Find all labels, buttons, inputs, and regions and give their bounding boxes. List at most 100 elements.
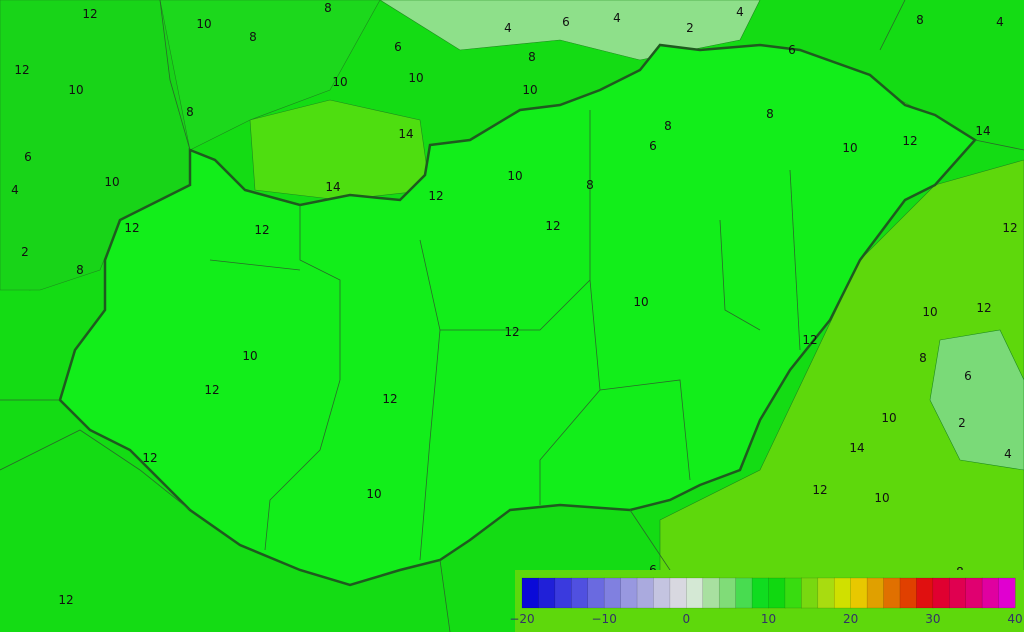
contour-label: 8 <box>324 1 332 15</box>
region-border <box>209 259 301 271</box>
legend-swatch <box>965 577 983 609</box>
contour-label: 2 <box>686 21 694 35</box>
legend-swatch <box>883 577 901 609</box>
legend-swatch <box>850 577 868 609</box>
region-border <box>879 0 906 51</box>
contour-label: 6 <box>24 150 32 164</box>
legend-swatch <box>718 577 737 609</box>
contour-label: 6 <box>562 15 570 29</box>
contour-label: 12 <box>802 333 817 347</box>
contour-label: 14 <box>975 124 990 138</box>
contour-label: 8 <box>916 13 924 27</box>
legend-swatch <box>768 577 786 609</box>
contour-label: 10 <box>842 141 857 155</box>
contour-label: 4 <box>996 15 1004 29</box>
contour-label: 12 <box>1002 221 1017 235</box>
contour-label: 4 <box>11 183 19 197</box>
contour-label: 10 <box>881 411 896 425</box>
legend-swatch <box>916 577 934 609</box>
contour-label: 10 <box>68 83 83 97</box>
legend-swatch <box>669 577 687 609</box>
contour-label: 10 <box>196 17 211 31</box>
legend-swatch <box>735 577 753 609</box>
contour-label: 6 <box>964 369 972 383</box>
legend-tick-label: 30 <box>925 612 940 626</box>
legend-swatch <box>932 577 950 609</box>
color-legend: −20 −10 0 10 20 30 40 <box>509 570 1024 632</box>
contour-label: 8 <box>919 351 927 365</box>
contour-label: 6 <box>649 139 657 153</box>
legend-tick-label: 0 <box>683 612 691 626</box>
contour-label: 12 <box>382 392 397 406</box>
legend-swatch <box>866 577 885 609</box>
contour-label: 10 <box>507 169 522 183</box>
contour-label: 8 <box>249 30 257 44</box>
contour-label: 10 <box>633 295 648 309</box>
legend-swatch <box>636 577 655 609</box>
contour-label: 12 <box>504 325 519 339</box>
contour-label: 12 <box>254 223 269 237</box>
contour-label: 10 <box>874 491 889 505</box>
legend-tick-label: 40 <box>1007 612 1022 626</box>
legend-swatch <box>833 577 852 609</box>
contour-label: 12 <box>812 483 827 497</box>
legend-swatch <box>899 577 917 609</box>
legend-swatch <box>538 577 556 609</box>
region-border <box>440 279 591 331</box>
contour-label: 10 <box>366 487 381 501</box>
contour-label: 10 <box>242 349 257 363</box>
legend-swatch <box>949 577 967 609</box>
legend-tick-label: −20 <box>509 612 534 626</box>
contour-label: 12 <box>428 189 443 203</box>
region-border <box>0 429 191 511</box>
contour-label: 6 <box>788 43 796 57</box>
contour-label: 10 <box>522 83 537 97</box>
contour-labels: 12 10 8 8 4 6 4 2 4 6 4 8 12 10 6 4 2 8 10 8 6 10 8 14 14 10 10 8 6 1… <box>11 1 1017 607</box>
contour-label: 14 <box>398 127 413 141</box>
temperature-zone <box>929 329 1024 471</box>
legend-swatch <box>981 577 1000 609</box>
legend-tick-label: 20 <box>843 612 858 626</box>
region-border <box>419 239 441 561</box>
legend-swatch <box>686 577 704 609</box>
contour-label: 4 <box>736 5 744 19</box>
legend-swatch <box>998 577 1016 609</box>
contour-label: 8 <box>586 178 594 192</box>
legend-swatch <box>751 577 770 609</box>
region-border <box>974 139 1024 151</box>
contour-label: 12 <box>142 451 157 465</box>
legend-swatch <box>653 577 671 609</box>
contour-label: 10 <box>922 305 937 319</box>
contour-label: 2 <box>958 416 966 430</box>
contour-label: 4 <box>1004 447 1012 461</box>
contour-label: 12 <box>124 221 139 235</box>
legend-swatch <box>554 577 572 609</box>
legend-swatch <box>817 577 835 609</box>
region-border <box>789 169 801 351</box>
contour-label: 4 <box>504 21 512 35</box>
contour-label: 14 <box>325 180 340 194</box>
legend-swatch <box>587 577 605 609</box>
contour-label: 12 <box>976 301 991 315</box>
legend-swatch <box>571 577 589 609</box>
legend-tick-label: −10 <box>592 612 617 626</box>
legend-swatch <box>521 577 539 609</box>
temperature-zone <box>659 159 1024 632</box>
legend-swatch <box>801 577 819 609</box>
contour-label: 12 <box>14 63 29 77</box>
region-border <box>599 379 691 481</box>
region-border <box>264 379 341 551</box>
legend-tick-label: 10 <box>761 612 776 626</box>
contour-label: 6 <box>394 40 402 54</box>
contour-label: 10 <box>104 175 119 189</box>
region-border <box>719 219 761 331</box>
region-border <box>159 0 191 151</box>
contour-label: 10 <box>408 71 423 85</box>
contour-label: 8 <box>766 107 774 121</box>
contour-label: 8 <box>76 263 84 277</box>
contour-label: 8 <box>528 50 536 64</box>
contour-label: 14 <box>849 441 864 455</box>
